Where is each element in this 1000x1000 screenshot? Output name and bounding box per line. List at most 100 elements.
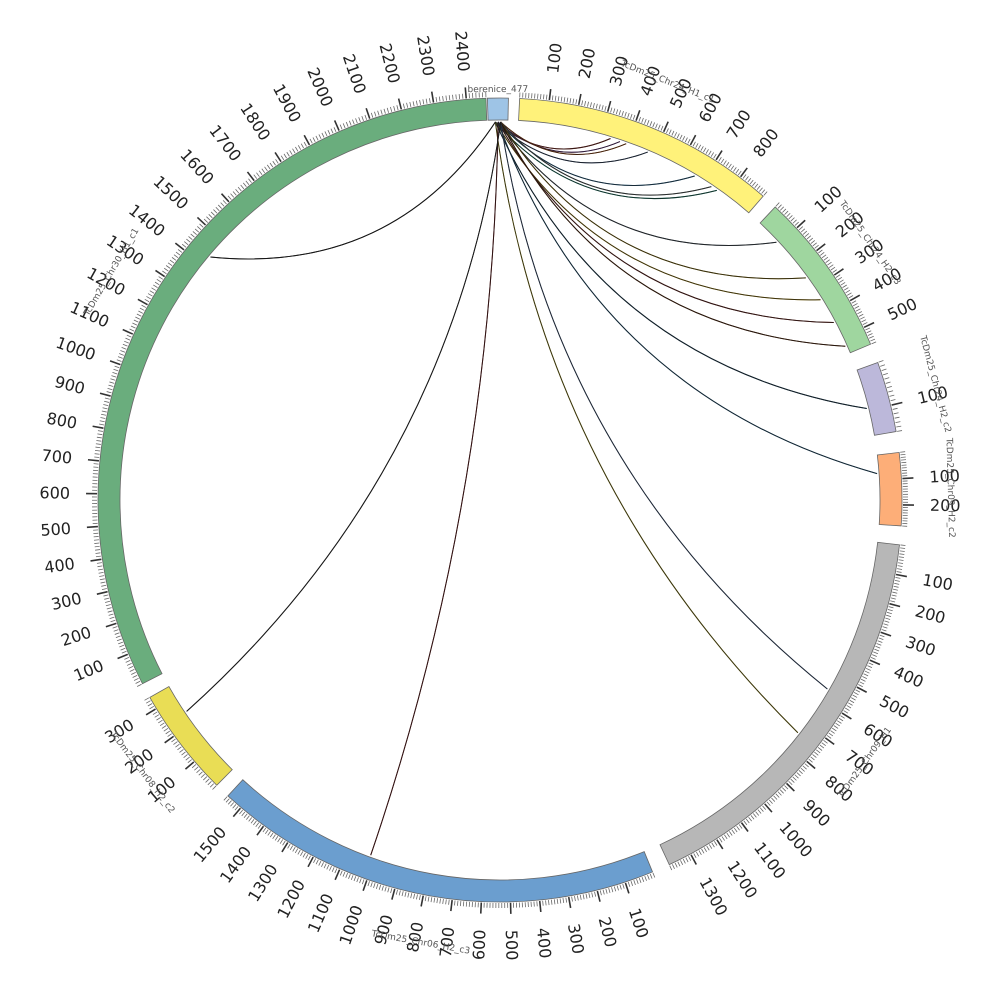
tick-label-8-5: 600 — [39, 483, 70, 502]
tick-label-5-3: 400 — [891, 662, 927, 692]
major-tick-8-22 — [430, 91, 435, 103]
tick-label-6-2: 300 — [564, 922, 588, 955]
tick-label-2-4: 500 — [884, 294, 920, 324]
major-tick-5-8 — [785, 782, 795, 792]
tick-label-8-16: 1700 — [205, 121, 245, 165]
major-tick-3-0 — [891, 401, 903, 406]
tick-label-5-4: 500 — [876, 691, 912, 722]
tick-label-8-2: 300 — [49, 589, 83, 614]
major-tick-6-0 — [624, 882, 630, 894]
major-tick-5-4 — [856, 686, 868, 693]
links-layer — [186, 121, 878, 856]
major-tick-8-21 — [397, 98, 403, 110]
tick-label-6-10: 1100 — [304, 891, 338, 936]
segment-5 — [659, 541, 900, 866]
major-tick-6-3 — [538, 900, 542, 913]
major-tick-5-0 — [895, 573, 908, 578]
link-edge-7 — [497, 121, 777, 246]
minor-ticks-6 — [223, 796, 656, 908]
major-tick-6-12 — [281, 842, 289, 853]
major-tick-8-20 — [365, 107, 371, 119]
major-tick-6-9 — [362, 880, 368, 891]
link-edge-16 — [370, 121, 499, 856]
major-tick-6-11 — [307, 856, 314, 868]
major-tick-5-2 — [880, 631, 892, 637]
tick-label-8-20: 2100 — [339, 51, 370, 96]
major-tick-7-0 — [184, 761, 195, 770]
segment-4 — [876, 451, 903, 527]
link-edge-14 — [500, 121, 828, 690]
major-tick-5-6 — [824, 737, 835, 746]
segment-1 — [518, 98, 764, 214]
minor-ticks-5 — [669, 544, 906, 871]
tick-label-8-15: 1600 — [176, 145, 217, 188]
major-tick-8-12 — [155, 269, 166, 278]
major-tick-5-1 — [889, 602, 901, 608]
major-tick-1-2 — [606, 100, 612, 112]
tick-label-8-3: 400 — [43, 554, 76, 577]
tick-label-5-8: 900 — [799, 796, 834, 831]
link-edge-8 — [500, 121, 806, 280]
link-edge-2 — [500, 121, 627, 155]
link-edge-1 — [497, 121, 621, 153]
major-tick-2-4 — [863, 321, 875, 329]
major-tick-6-6 — [450, 900, 453, 912]
tick-label-1-1: 200 — [575, 46, 600, 80]
tick-label-5-12: 1300 — [696, 874, 732, 919]
link-edge-17 — [186, 121, 502, 712]
major-tick-5-3 — [869, 659, 881, 666]
segment-0 — [486, 97, 509, 121]
segment-name-4: TcDm25_Chr09_H2_c2 — [943, 437, 956, 538]
major-tick-5-11 — [716, 839, 724, 850]
major-tick-2-3 — [849, 294, 861, 302]
tick-label-6-13: 1400 — [216, 843, 255, 887]
tick-label-8-7: 800 — [45, 409, 78, 433]
major-tick-8-14 — [196, 216, 207, 226]
major-tick-8-17 — [274, 151, 282, 163]
tick-label-5-1: 200 — [913, 601, 947, 627]
major-tick-8-3 — [90, 558, 102, 562]
tick-label-8-1: 200 — [59, 623, 94, 650]
major-tick-2-2 — [833, 268, 844, 276]
tick-label-6-1: 200 — [595, 915, 621, 949]
tick-label-6-14: 1500 — [190, 823, 231, 866]
minor-ticks-1 — [519, 92, 768, 196]
major-tick-1-4 — [662, 121, 669, 133]
segment-8 — [97, 97, 488, 685]
major-tick-8-11 — [137, 298, 148, 306]
major-tick-8-19 — [333, 120, 340, 131]
tick-label-5-9: 1000 — [775, 818, 816, 861]
segment-3 — [856, 361, 897, 436]
tick-label-8-18: 1900 — [269, 81, 305, 126]
tick-label-5-10: 1100 — [750, 839, 790, 883]
major-tick-6-8 — [391, 888, 396, 900]
link-edge-5 — [500, 121, 712, 196]
major-tick-8-7 — [92, 425, 104, 429]
major-tick-5-7 — [806, 760, 816, 770]
link-edge-11 — [500, 121, 846, 347]
tick-label-1-7: 800 — [749, 125, 782, 161]
segment-name-0: berenice_477 — [467, 85, 528, 95]
link-edge-15 — [494, 121, 799, 734]
major-tick-1-6 — [715, 150, 723, 161]
minor-ticks-2 — [775, 202, 877, 345]
tick-label-5-2: 300 — [903, 632, 938, 660]
segment-name-2: TcDm25_Chr24_H2_c3 — [836, 198, 902, 287]
link-edge-12 — [494, 121, 867, 410]
tick-label-8-21: 2200 — [376, 41, 404, 85]
tick-label-4-0: 100 — [929, 466, 961, 487]
minor-ticks-3 — [878, 360, 903, 432]
tick-label-1-0: 100 — [543, 42, 566, 75]
major-tick-5-12 — [690, 854, 697, 865]
major-tick-6-2 — [567, 896, 572, 909]
tick-label-8-8: 900 — [53, 372, 87, 398]
major-tick-6-13 — [256, 825, 265, 836]
major-tick-8-1 — [105, 622, 117, 628]
link-edge-6 — [495, 121, 717, 200]
major-tick-1-7 — [740, 167, 748, 178]
major-tick-1-1 — [577, 93, 582, 105]
major-tick-8-10 — [122, 328, 134, 335]
tick-label-8-4: 500 — [40, 519, 72, 540]
tick-label-6-9: 1000 — [335, 903, 366, 948]
major-tick-1-5 — [689, 134, 697, 146]
